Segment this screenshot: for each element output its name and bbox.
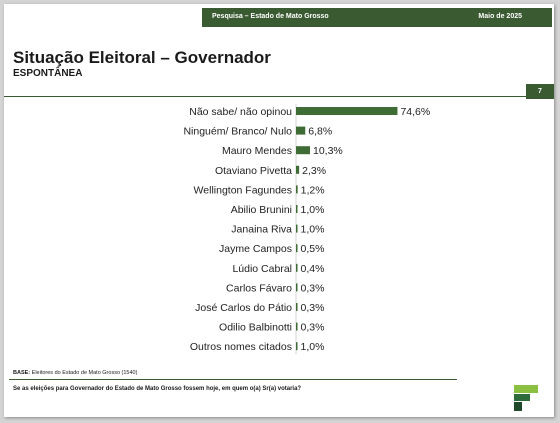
value-label: 10,3%	[313, 145, 343, 157]
category-label: Otaviano Pivetta	[215, 165, 292, 177]
bar	[296, 224, 298, 233]
title-divider	[4, 96, 526, 97]
category-label: Janaina Riva	[231, 224, 292, 236]
bar-chart: Não sabe/ não opinou 74,6% Ninguém/ Branco…	[183, 104, 430, 355]
bar	[296, 185, 298, 194]
bar	[296, 165, 300, 174]
base-label: BASE:	[13, 370, 31, 376]
value-label: 1,0%	[301, 341, 325, 353]
base-text: Eleitores do Estado de Mato Grosso (1540…	[31, 370, 138, 376]
value-label: 1,0%	[301, 224, 325, 236]
page-title: Situação Eleitoral – Governador	[13, 48, 271, 67]
base-note: BASE: Eleitores do Estado de Mato Grosso…	[13, 370, 137, 376]
value-label: 0,3%	[301, 302, 325, 314]
value-label: 6,8%	[308, 126, 332, 138]
category-label: Jayme Campos	[219, 243, 292, 255]
bar	[296, 283, 298, 292]
category-label: Carlos Fávaro	[226, 282, 292, 294]
bar	[296, 107, 398, 115]
brand-logo	[514, 385, 538, 411]
value-label: 0,3%	[301, 322, 325, 334]
page-subtitle: ESPONTÂNEA	[13, 68, 83, 79]
value-label: 0,3%	[301, 282, 325, 294]
bar	[296, 322, 298, 331]
category-label: Ninguém/ Branco/ Nulo	[183, 126, 292, 138]
value-label: 1,0%	[301, 204, 325, 216]
bar	[296, 263, 298, 272]
bar	[296, 342, 298, 351]
category-label: José Carlos do Pátio	[195, 302, 292, 314]
survey-name: Pesquisa – Estado de Mato Grosso	[212, 13, 329, 20]
category-label: Mauro Mendes	[222, 145, 292, 157]
category-label: Outros nomes citados	[190, 341, 292, 353]
category-label: Odilio Balbinotti	[219, 322, 292, 334]
category-label: Wellington Fagundes	[194, 184, 292, 196]
header-bar: Pesquisa – Estado de Mato Grosso Maio de…	[202, 8, 552, 27]
bar	[296, 146, 311, 155]
survey-question: Se as eleições para Governador do Estado…	[13, 386, 302, 392]
survey-date: Maio de 2025	[478, 13, 522, 20]
value-label: 74,6%	[400, 106, 430, 118]
bar	[296, 244, 298, 253]
footer-divider	[9, 379, 457, 380]
page-number: 7	[526, 84, 554, 99]
category-label: Lúdio Cabral	[232, 263, 292, 275]
category-label: Abilio Brunini	[231, 204, 292, 216]
bar	[296, 205, 298, 213]
bar	[296, 303, 298, 311]
value-label: 0,5%	[301, 243, 325, 255]
value-label: 2,3%	[302, 165, 326, 177]
bar	[296, 126, 306, 135]
slide: Pesquisa – Estado de Mato Grosso Maio de…	[4, 4, 554, 417]
value-label: 1,2%	[301, 184, 325, 196]
value-label: 0,4%	[301, 263, 325, 275]
category-label: Não sabe/ não opinou	[189, 106, 292, 118]
